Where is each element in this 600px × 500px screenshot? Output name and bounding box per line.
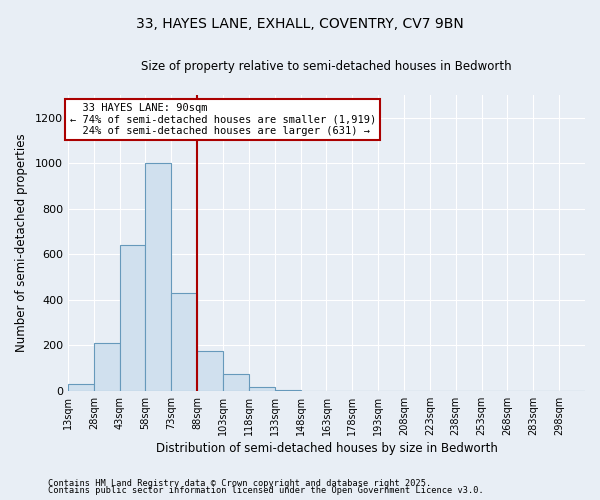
- Text: Contains HM Land Registry data © Crown copyright and database right 2025.: Contains HM Land Registry data © Crown c…: [48, 478, 431, 488]
- Bar: [197, 351, 223, 391]
- Bar: [275, 390, 301, 391]
- Bar: [249, 388, 275, 391]
- Text: Contains public sector information licensed under the Open Government Licence v3: Contains public sector information licen…: [48, 486, 484, 495]
- X-axis label: Distribution of semi-detached houses by size in Bedworth: Distribution of semi-detached houses by …: [155, 442, 497, 455]
- Bar: [68, 384, 94, 391]
- Bar: [223, 374, 249, 391]
- Y-axis label: Number of semi-detached properties: Number of semi-detached properties: [15, 134, 28, 352]
- Text: 33 HAYES LANE: 90sqm
← 74% of semi-detached houses are smaller (1,919)
  24% of : 33 HAYES LANE: 90sqm ← 74% of semi-detac…: [70, 103, 376, 136]
- Bar: [172, 293, 197, 391]
- Title: Size of property relative to semi-detached houses in Bedworth: Size of property relative to semi-detach…: [141, 60, 512, 73]
- Bar: [119, 245, 145, 391]
- Bar: [94, 343, 119, 391]
- Bar: [145, 164, 172, 391]
- Text: 33, HAYES LANE, EXHALL, COVENTRY, CV7 9BN: 33, HAYES LANE, EXHALL, COVENTRY, CV7 9B…: [136, 18, 464, 32]
